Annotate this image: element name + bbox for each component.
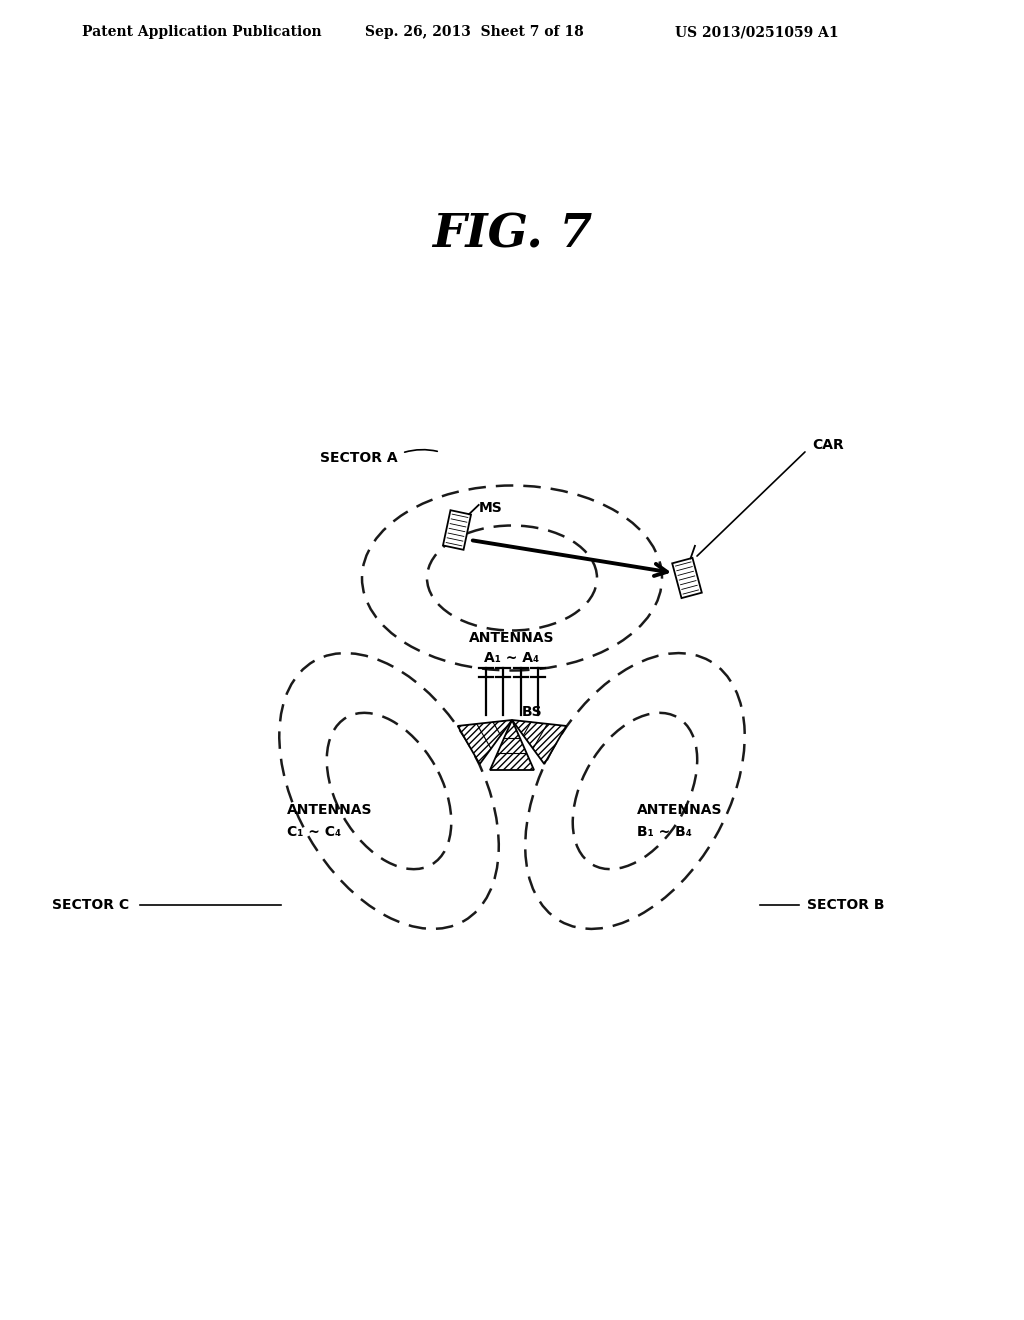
Polygon shape	[458, 719, 512, 764]
Polygon shape	[672, 558, 701, 598]
Text: ANTENNAS: ANTENNAS	[637, 803, 723, 817]
Text: MS: MS	[479, 502, 503, 515]
Polygon shape	[512, 719, 566, 764]
Text: Patent Application Publication: Patent Application Publication	[82, 25, 322, 40]
Text: C₁ ~ C₄: C₁ ~ C₄	[287, 825, 341, 840]
Text: ANTENNAS: ANTENNAS	[287, 803, 373, 817]
Text: SECTOR A: SECTOR A	[319, 451, 397, 465]
Text: BS: BS	[522, 705, 543, 719]
Text: FIG. 7: FIG. 7	[432, 213, 592, 257]
Text: SECTOR B: SECTOR B	[807, 898, 885, 912]
Polygon shape	[490, 719, 534, 770]
Text: US 2013/0251059 A1: US 2013/0251059 A1	[675, 25, 839, 40]
Text: CAR: CAR	[812, 438, 844, 451]
Polygon shape	[443, 511, 471, 550]
Text: A₁ ~ A₄: A₁ ~ A₄	[484, 651, 540, 665]
Text: ANTENNAS: ANTENNAS	[469, 631, 555, 645]
Text: Sep. 26, 2013  Sheet 7 of 18: Sep. 26, 2013 Sheet 7 of 18	[365, 25, 584, 40]
Text: SECTOR C: SECTOR C	[52, 898, 129, 912]
Text: B₁ ~ B₄: B₁ ~ B₄	[637, 825, 692, 840]
